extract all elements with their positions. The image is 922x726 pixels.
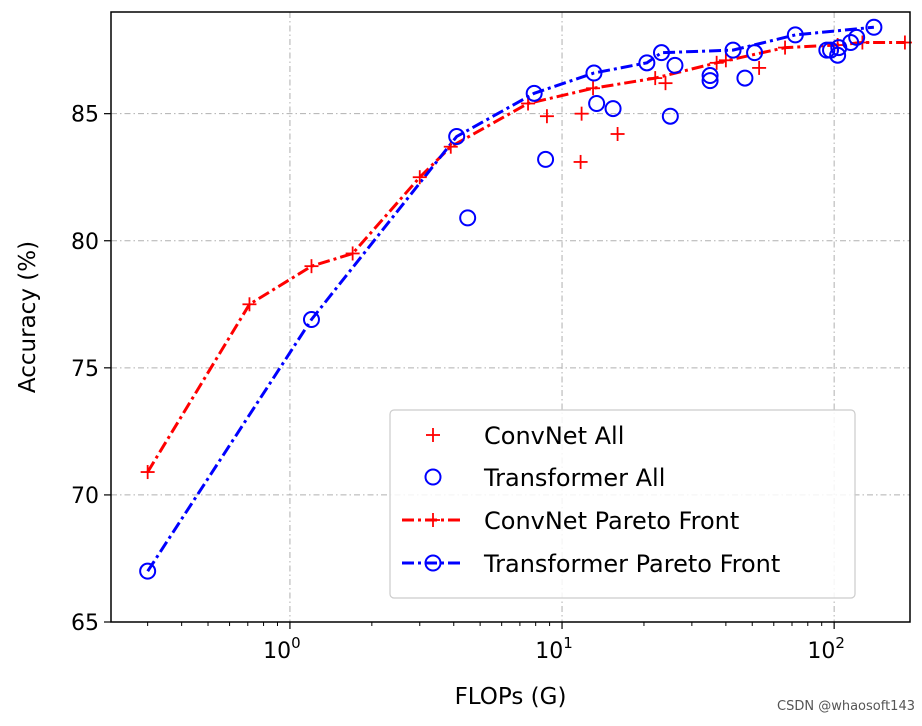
data-point <box>638 54 656 72</box>
data-point <box>539 109 554 124</box>
data-point <box>778 40 793 55</box>
y-tick-label: 65 <box>71 611 99 636</box>
plot-content <box>139 18 912 580</box>
legend-label: ConvNet All <box>484 422 624 450</box>
data-point <box>139 562 157 580</box>
data-point <box>304 259 319 274</box>
data-point <box>574 106 589 121</box>
data-point <box>585 64 603 82</box>
data-point <box>786 26 804 44</box>
legend-marker <box>424 468 442 486</box>
data-point <box>588 95 606 112</box>
data-point <box>537 150 555 168</box>
series-points-convnet-all <box>140 35 912 480</box>
data-point <box>746 44 764 62</box>
data-point <box>842 34 860 51</box>
data-point <box>848 28 866 46</box>
data-point <box>648 71 663 86</box>
data-point <box>242 297 257 312</box>
data-point <box>666 56 684 74</box>
y-tick-label: 70 <box>71 484 99 509</box>
watermark: CSDN @whaosoft143 <box>777 699 915 714</box>
data-point <box>701 67 719 85</box>
data-point <box>140 465 155 480</box>
series-line-transformer-pareto-front <box>146 25 875 573</box>
data-point <box>736 69 754 87</box>
data-point <box>586 81 601 96</box>
data-point <box>345 246 360 261</box>
data-point <box>573 154 588 169</box>
legend-label: ConvNet Pareto Front <box>484 507 739 535</box>
data-point <box>829 46 847 64</box>
legend-marker <box>426 428 440 442</box>
data-point <box>604 100 622 118</box>
y-tick-label: 75 <box>71 357 99 382</box>
data-point <box>724 41 742 59</box>
y-axis-label: Accuracy (%) <box>15 241 41 393</box>
data-point <box>865 18 883 36</box>
data-point <box>302 311 320 329</box>
x-tick-label: 100 <box>263 634 301 664</box>
data-point <box>752 60 767 75</box>
series-points-transformer-all <box>139 18 883 580</box>
data-point <box>718 53 733 68</box>
data-point <box>525 84 543 102</box>
data-point <box>652 44 670 62</box>
data-point <box>658 76 673 91</box>
legend: ConvNet All Transformer All ConvNet Pareto… <box>389 409 856 599</box>
data-point <box>448 128 466 146</box>
legend-box <box>389 409 856 599</box>
legend-label: Transformer Pareto Front <box>483 550 780 578</box>
legend-marker <box>424 554 442 572</box>
data-point <box>610 127 625 141</box>
data-point <box>701 72 719 90</box>
data-point <box>709 55 724 70</box>
y-tick-label: 80 <box>71 230 99 255</box>
x-axis-label: FLOPs (G) <box>455 684 567 710</box>
legend-marker <box>426 513 440 527</box>
data-point <box>661 107 679 125</box>
series-line-convnet-pareto-front <box>146 41 905 473</box>
legend-label: Transformer All <box>483 464 665 492</box>
plot-frame <box>110 11 911 623</box>
y-tick-label: 85 <box>71 103 99 128</box>
data-point <box>459 209 477 227</box>
data-point <box>412 170 427 185</box>
